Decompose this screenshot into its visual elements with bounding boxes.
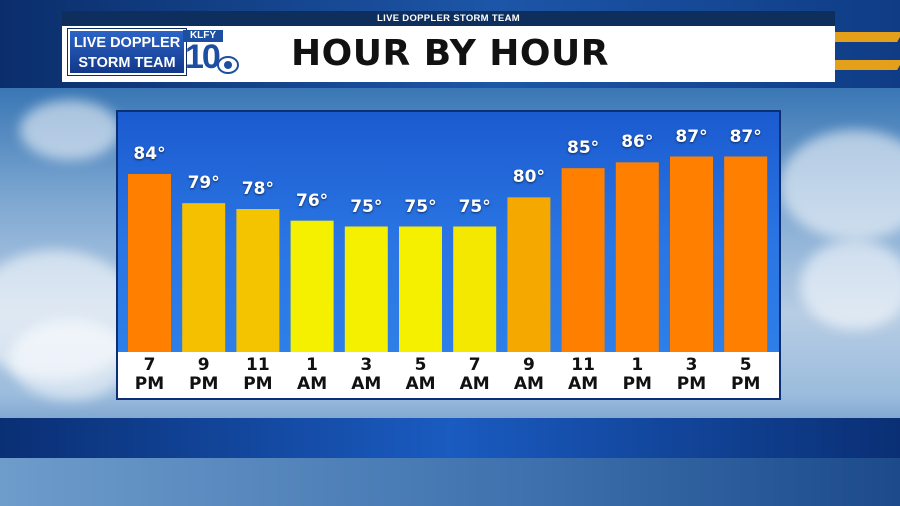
x-tick-hour: 9 xyxy=(197,355,210,375)
cloud xyxy=(10,320,130,400)
value-label-2: 78° xyxy=(241,179,274,199)
x-tick-meridiem: AM xyxy=(351,374,382,394)
bar-chart xyxy=(128,156,768,352)
x-tick-hour: 3 xyxy=(685,355,698,375)
x-tick-meridiem: PM xyxy=(243,374,273,394)
x-tick-hour: 11 xyxy=(571,355,595,375)
bar-1 xyxy=(182,203,226,352)
x-tick-hour: 7 xyxy=(143,355,156,375)
x-tick-hour: 5 xyxy=(739,355,752,375)
x-tick-label-10: 3 PM xyxy=(667,356,717,394)
bar-4 xyxy=(344,226,388,352)
page-title: HOUR BY HOUR xyxy=(291,33,609,74)
x-tick-meridiem: PM xyxy=(622,374,652,394)
x-tick-meridiem: AM xyxy=(459,374,490,394)
station-call-sign: KLFY xyxy=(183,30,223,42)
value-label-3: 76° xyxy=(296,190,329,211)
value-label-5: 75° xyxy=(404,196,437,217)
x-tick-label-0: 7 PM xyxy=(125,356,175,394)
bar-8 xyxy=(561,168,605,352)
bottom-band xyxy=(0,418,900,458)
x-tick-hour: 3 xyxy=(360,355,373,375)
chart-panel: 84° 7 PM 79° 9 PM 78° 11 PM 76° 1 AM 75° 3 AM 75° 5 AM 75°… xyxy=(116,110,781,400)
x-tick-label-9: 1 PM xyxy=(612,356,662,394)
value-label-10: 87° xyxy=(675,126,708,147)
bar-6 xyxy=(453,226,497,352)
logo-line-1: LIVE DOPPLER xyxy=(73,35,181,51)
x-tick-meridiem: AM xyxy=(405,374,436,394)
cloud xyxy=(780,130,900,240)
value-label-9: 86° xyxy=(621,132,654,153)
bar-0 xyxy=(128,174,171,352)
x-tick-label-1: 9 PM xyxy=(179,356,229,394)
logo-line-2: STORM TEAM xyxy=(78,55,176,71)
value-label-11: 87° xyxy=(729,126,762,147)
x-tick-hour: 5 xyxy=(414,355,427,375)
bar-11 xyxy=(724,156,768,352)
x-tick-label-6: 7 AM xyxy=(450,356,500,394)
x-tick-label-8: 11 AM xyxy=(558,356,608,394)
bar-7 xyxy=(507,197,551,352)
x-tick-label-5: 5 AM xyxy=(396,356,446,394)
x-tick-meridiem: AM xyxy=(513,374,544,394)
x-tick-meridiem: PM xyxy=(730,374,761,394)
x-tick-hour: 11 xyxy=(246,355,270,375)
bar-9 xyxy=(615,162,659,352)
x-tick-label-4: 3 AM xyxy=(341,356,391,394)
x-tick-hour: 9 xyxy=(522,355,535,375)
bar-3 xyxy=(290,220,334,352)
x-tick-meridiem: AM xyxy=(297,374,328,394)
x-tick-label-2: 11 PM xyxy=(233,356,283,394)
x-tick-hour: 7 xyxy=(468,355,481,375)
cloud xyxy=(800,240,900,330)
x-tick-label-7: 9 AM xyxy=(504,356,554,394)
value-label-6: 75° xyxy=(458,196,491,217)
x-tick-label-11: 5 PM xyxy=(721,356,771,394)
value-label-7: 80° xyxy=(512,167,545,188)
bottom-band-lower xyxy=(0,458,900,506)
bar-10 xyxy=(670,156,713,352)
station-number: 10 xyxy=(185,38,221,76)
network-label: LIVE DOPPLER STORM TEAM xyxy=(377,13,520,24)
cbs-eye-icon xyxy=(217,56,239,74)
cloud xyxy=(20,100,120,160)
station-logo: 10 KLFY xyxy=(183,30,245,76)
value-label-4: 75° xyxy=(350,196,383,217)
x-tick-meridiem: AM xyxy=(568,374,599,394)
x-tick-hour: 1 xyxy=(631,355,644,375)
x-tick-meridiem: PM xyxy=(188,374,219,394)
x-tick-label-3: 1 AM xyxy=(287,356,337,394)
x-axis-label-strip xyxy=(118,352,779,398)
value-label-0: 84° xyxy=(133,144,166,164)
x-tick-meridiem: PM xyxy=(134,374,165,394)
x-tick-hour: 1 xyxy=(306,355,319,375)
bar-5 xyxy=(399,226,442,352)
bar-2 xyxy=(236,209,280,352)
network-strip: LIVE DOPPLER STORM TEAM xyxy=(62,11,835,26)
value-label-8: 85° xyxy=(567,138,600,159)
value-label-1: 79° xyxy=(187,173,220,194)
x-tick-meridiem: PM xyxy=(676,374,707,394)
storm-team-logo: LIVE DOPPLER STORM TEAM xyxy=(68,29,186,75)
